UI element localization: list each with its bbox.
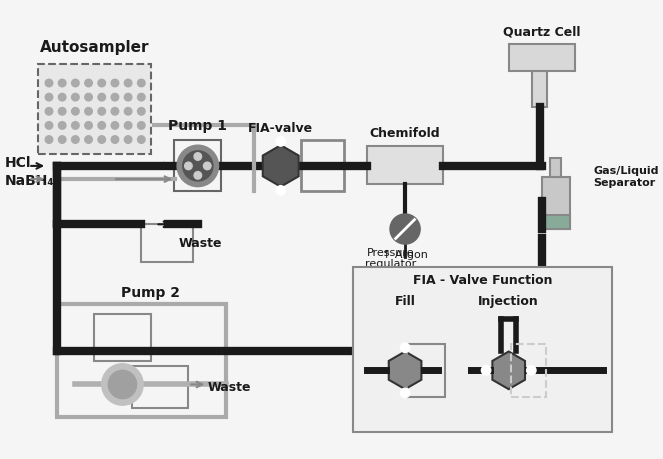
Polygon shape [493, 352, 525, 389]
Text: Waste: Waste [179, 237, 223, 250]
Circle shape [276, 137, 286, 146]
Text: Pressure
regulator: Pressure regulator [365, 248, 416, 269]
Circle shape [72, 122, 79, 129]
Circle shape [85, 136, 92, 143]
Circle shape [276, 186, 286, 195]
Bar [509, 45, 575, 71]
Bar [141, 224, 193, 262]
Circle shape [72, 136, 79, 143]
Circle shape [204, 162, 211, 170]
Text: NaBH₄: NaBH₄ [5, 174, 54, 188]
Circle shape [125, 136, 132, 143]
Circle shape [45, 107, 53, 115]
Bar [511, 344, 546, 397]
Circle shape [125, 93, 132, 101]
Circle shape [137, 79, 145, 87]
Circle shape [125, 107, 132, 115]
Circle shape [137, 93, 145, 101]
Circle shape [526, 366, 536, 375]
Circle shape [58, 122, 66, 129]
Circle shape [58, 136, 66, 143]
Text: Waste: Waste [208, 381, 251, 394]
Circle shape [72, 93, 79, 101]
Circle shape [72, 107, 79, 115]
Text: Pump 2: Pump 2 [121, 285, 180, 300]
Circle shape [98, 93, 105, 101]
Circle shape [85, 107, 92, 115]
Text: Fill: Fill [394, 295, 416, 308]
Text: Autosampler: Autosampler [40, 40, 149, 55]
Circle shape [98, 122, 105, 129]
Circle shape [184, 162, 192, 170]
Text: FIA - Valve Function: FIA - Valve Function [412, 274, 552, 287]
Circle shape [58, 79, 66, 87]
Bar [94, 314, 151, 361]
Circle shape [390, 214, 420, 244]
Circle shape [400, 388, 410, 397]
Circle shape [98, 136, 105, 143]
Circle shape [108, 370, 137, 398]
Text: Pump 1: Pump 1 [168, 119, 227, 133]
Circle shape [98, 79, 105, 87]
Circle shape [111, 107, 119, 115]
Bar [38, 64, 151, 154]
Bar [353, 267, 613, 431]
Circle shape [400, 343, 410, 353]
Circle shape [85, 79, 92, 87]
Circle shape [194, 172, 202, 179]
Circle shape [481, 366, 491, 375]
Circle shape [111, 93, 119, 101]
Circle shape [101, 364, 143, 405]
Text: Gas/Liquid
Separator: Gas/Liquid Separator [593, 167, 659, 188]
Bar [542, 215, 570, 229]
Bar [550, 158, 562, 177]
Circle shape [111, 122, 119, 129]
Bar [367, 146, 443, 184]
Circle shape [58, 107, 66, 115]
Text: HCl: HCl [5, 156, 31, 170]
Bar [532, 50, 548, 106]
Circle shape [58, 93, 66, 101]
Text: ↑ Argon: ↑ Argon [382, 250, 428, 260]
Bar [302, 140, 344, 191]
Circle shape [137, 136, 145, 143]
Circle shape [45, 136, 53, 143]
Circle shape [111, 79, 119, 87]
Text: Injection: Injection [478, 295, 539, 308]
Circle shape [85, 93, 92, 101]
Polygon shape [263, 145, 298, 187]
Bar [174, 140, 221, 191]
Circle shape [85, 122, 92, 129]
Bar [407, 344, 445, 397]
Bar [56, 304, 226, 417]
Bar [132, 366, 188, 408]
Circle shape [98, 107, 105, 115]
Circle shape [137, 122, 145, 129]
Circle shape [194, 153, 202, 160]
Text: Chemifold: Chemifold [370, 127, 440, 140]
Circle shape [45, 79, 53, 87]
Circle shape [183, 151, 213, 181]
Circle shape [72, 79, 79, 87]
Circle shape [125, 79, 132, 87]
Circle shape [45, 122, 53, 129]
Circle shape [177, 145, 219, 187]
Bar [542, 177, 570, 229]
Circle shape [45, 93, 53, 101]
Text: FIA-valve: FIA-valve [248, 122, 314, 135]
Circle shape [137, 107, 145, 115]
Circle shape [111, 136, 119, 143]
Circle shape [125, 122, 132, 129]
Text: Quartz Cell: Quartz Cell [503, 26, 580, 39]
Polygon shape [389, 352, 422, 389]
